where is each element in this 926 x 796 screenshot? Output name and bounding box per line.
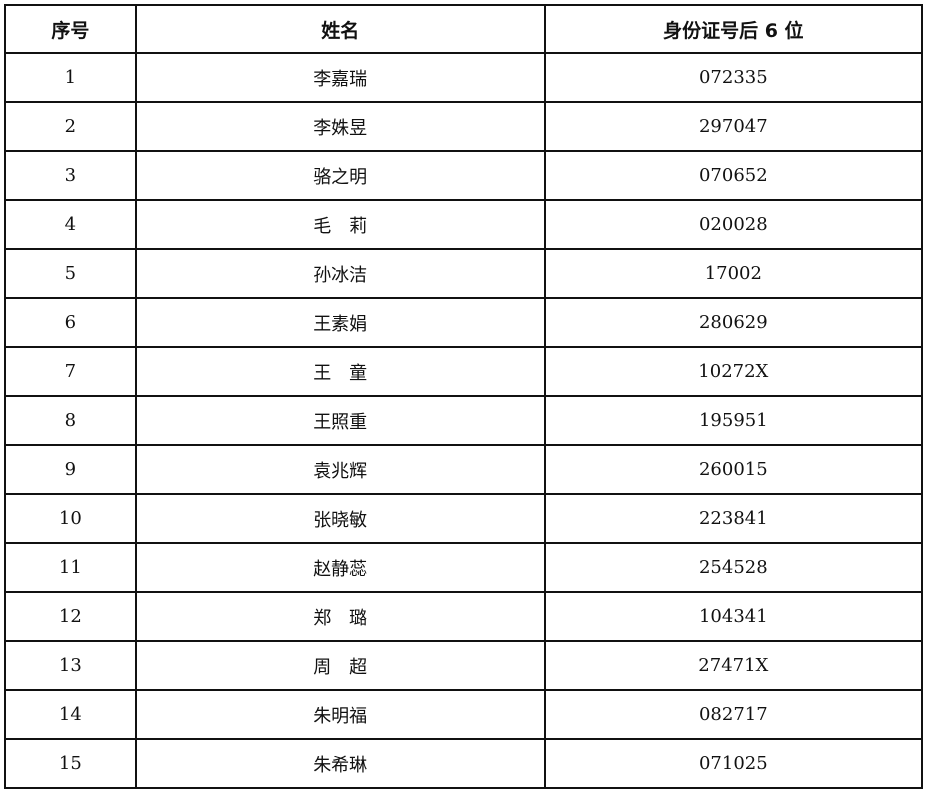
row-number: 5 — [4, 248, 137, 299]
row-number: 9 — [4, 444, 137, 495]
row-name: 王素娟 — [134, 297, 546, 348]
row-id-suffix: 071025 — [543, 738, 924, 789]
row-id-suffix: 27471X — [543, 640, 924, 691]
table-row: 15 朱希琳 071025 — [4, 738, 924, 789]
row-number: 2 — [4, 101, 137, 152]
table-row: 1 李嘉瑞 072335 — [4, 52, 924, 103]
row-number: 13 — [4, 640, 137, 691]
row-name: 朱明福 — [134, 689, 546, 740]
table-row: 11 赵静蕊 254528 — [4, 542, 924, 593]
row-number: 10 — [4, 493, 137, 544]
row-name: 赵静蕊 — [134, 542, 546, 593]
row-id-suffix: 020028 — [543, 199, 924, 250]
row-id-suffix: 280629 — [543, 297, 924, 348]
table-row: 5 孙冰洁 17002 — [4, 248, 924, 299]
row-id-suffix: 297047 — [543, 101, 924, 152]
row-name: 毛 莉 — [134, 199, 546, 250]
table-row: 13 周 超 27471X — [4, 640, 924, 691]
row-id-suffix: 082717 — [543, 689, 924, 740]
row-id-suffix: 17002 — [543, 248, 924, 299]
row-number: 8 — [4, 395, 137, 446]
row-name: 李嘉瑞 — [134, 52, 546, 103]
row-number: 4 — [4, 199, 137, 250]
row-name: 李姝昱 — [134, 101, 546, 152]
row-number: 1 — [4, 52, 137, 103]
row-number: 14 — [4, 689, 137, 740]
table-row: 3 骆之明 070652 — [4, 150, 924, 201]
row-number: 12 — [4, 591, 137, 642]
row-number: 6 — [4, 297, 137, 348]
row-name: 骆之明 — [134, 150, 546, 201]
row-id-suffix: 104341 — [543, 591, 924, 642]
row-name: 朱希琳 — [134, 738, 546, 789]
table-row: 2 李姝昱 297047 — [4, 101, 924, 152]
row-name: 王 童 — [134, 346, 546, 397]
row-number: 11 — [4, 542, 137, 593]
row-name: 郑 璐 — [134, 591, 546, 642]
row-id-suffix: 070652 — [543, 150, 924, 201]
row-number: 3 — [4, 150, 137, 201]
row-id-suffix: 195951 — [543, 395, 924, 446]
header-number: 序号 — [4, 4, 137, 54]
header-id-suffix: 身份证号后 6 位 — [543, 4, 924, 54]
roster-table: 序号 姓名 身份证号后 6 位 1 李嘉瑞 072335 2 李姝昱 297047 3 骆之明… — [4, 4, 924, 789]
header-row: 序号 姓名 身份证号后 6 位 — [4, 4, 924, 54]
row-id-suffix: 260015 — [543, 444, 924, 495]
table-row: 12 郑 璐 104341 — [4, 591, 924, 642]
row-number: 7 — [4, 346, 137, 397]
table-row: 10 张晓敏 223841 — [4, 493, 924, 544]
row-id-suffix: 072335 — [543, 52, 924, 103]
row-id-suffix: 10272X — [543, 346, 924, 397]
table-row: 9 袁兆辉 260015 — [4, 444, 924, 495]
row-id-suffix: 254528 — [543, 542, 924, 593]
header-name: 姓名 — [134, 4, 546, 54]
table-row: 6 王素娟 280629 — [4, 297, 924, 348]
row-name: 张晓敏 — [134, 493, 546, 544]
row-name: 孙冰洁 — [134, 248, 546, 299]
table-row: 8 王照重 195951 — [4, 395, 924, 446]
table-row: 14 朱明福 082717 — [4, 689, 924, 740]
row-name: 王照重 — [134, 395, 546, 446]
row-name: 周 超 — [134, 640, 546, 691]
row-id-suffix: 223841 — [543, 493, 924, 544]
row-name: 袁兆辉 — [134, 444, 546, 495]
row-number: 15 — [4, 738, 137, 789]
